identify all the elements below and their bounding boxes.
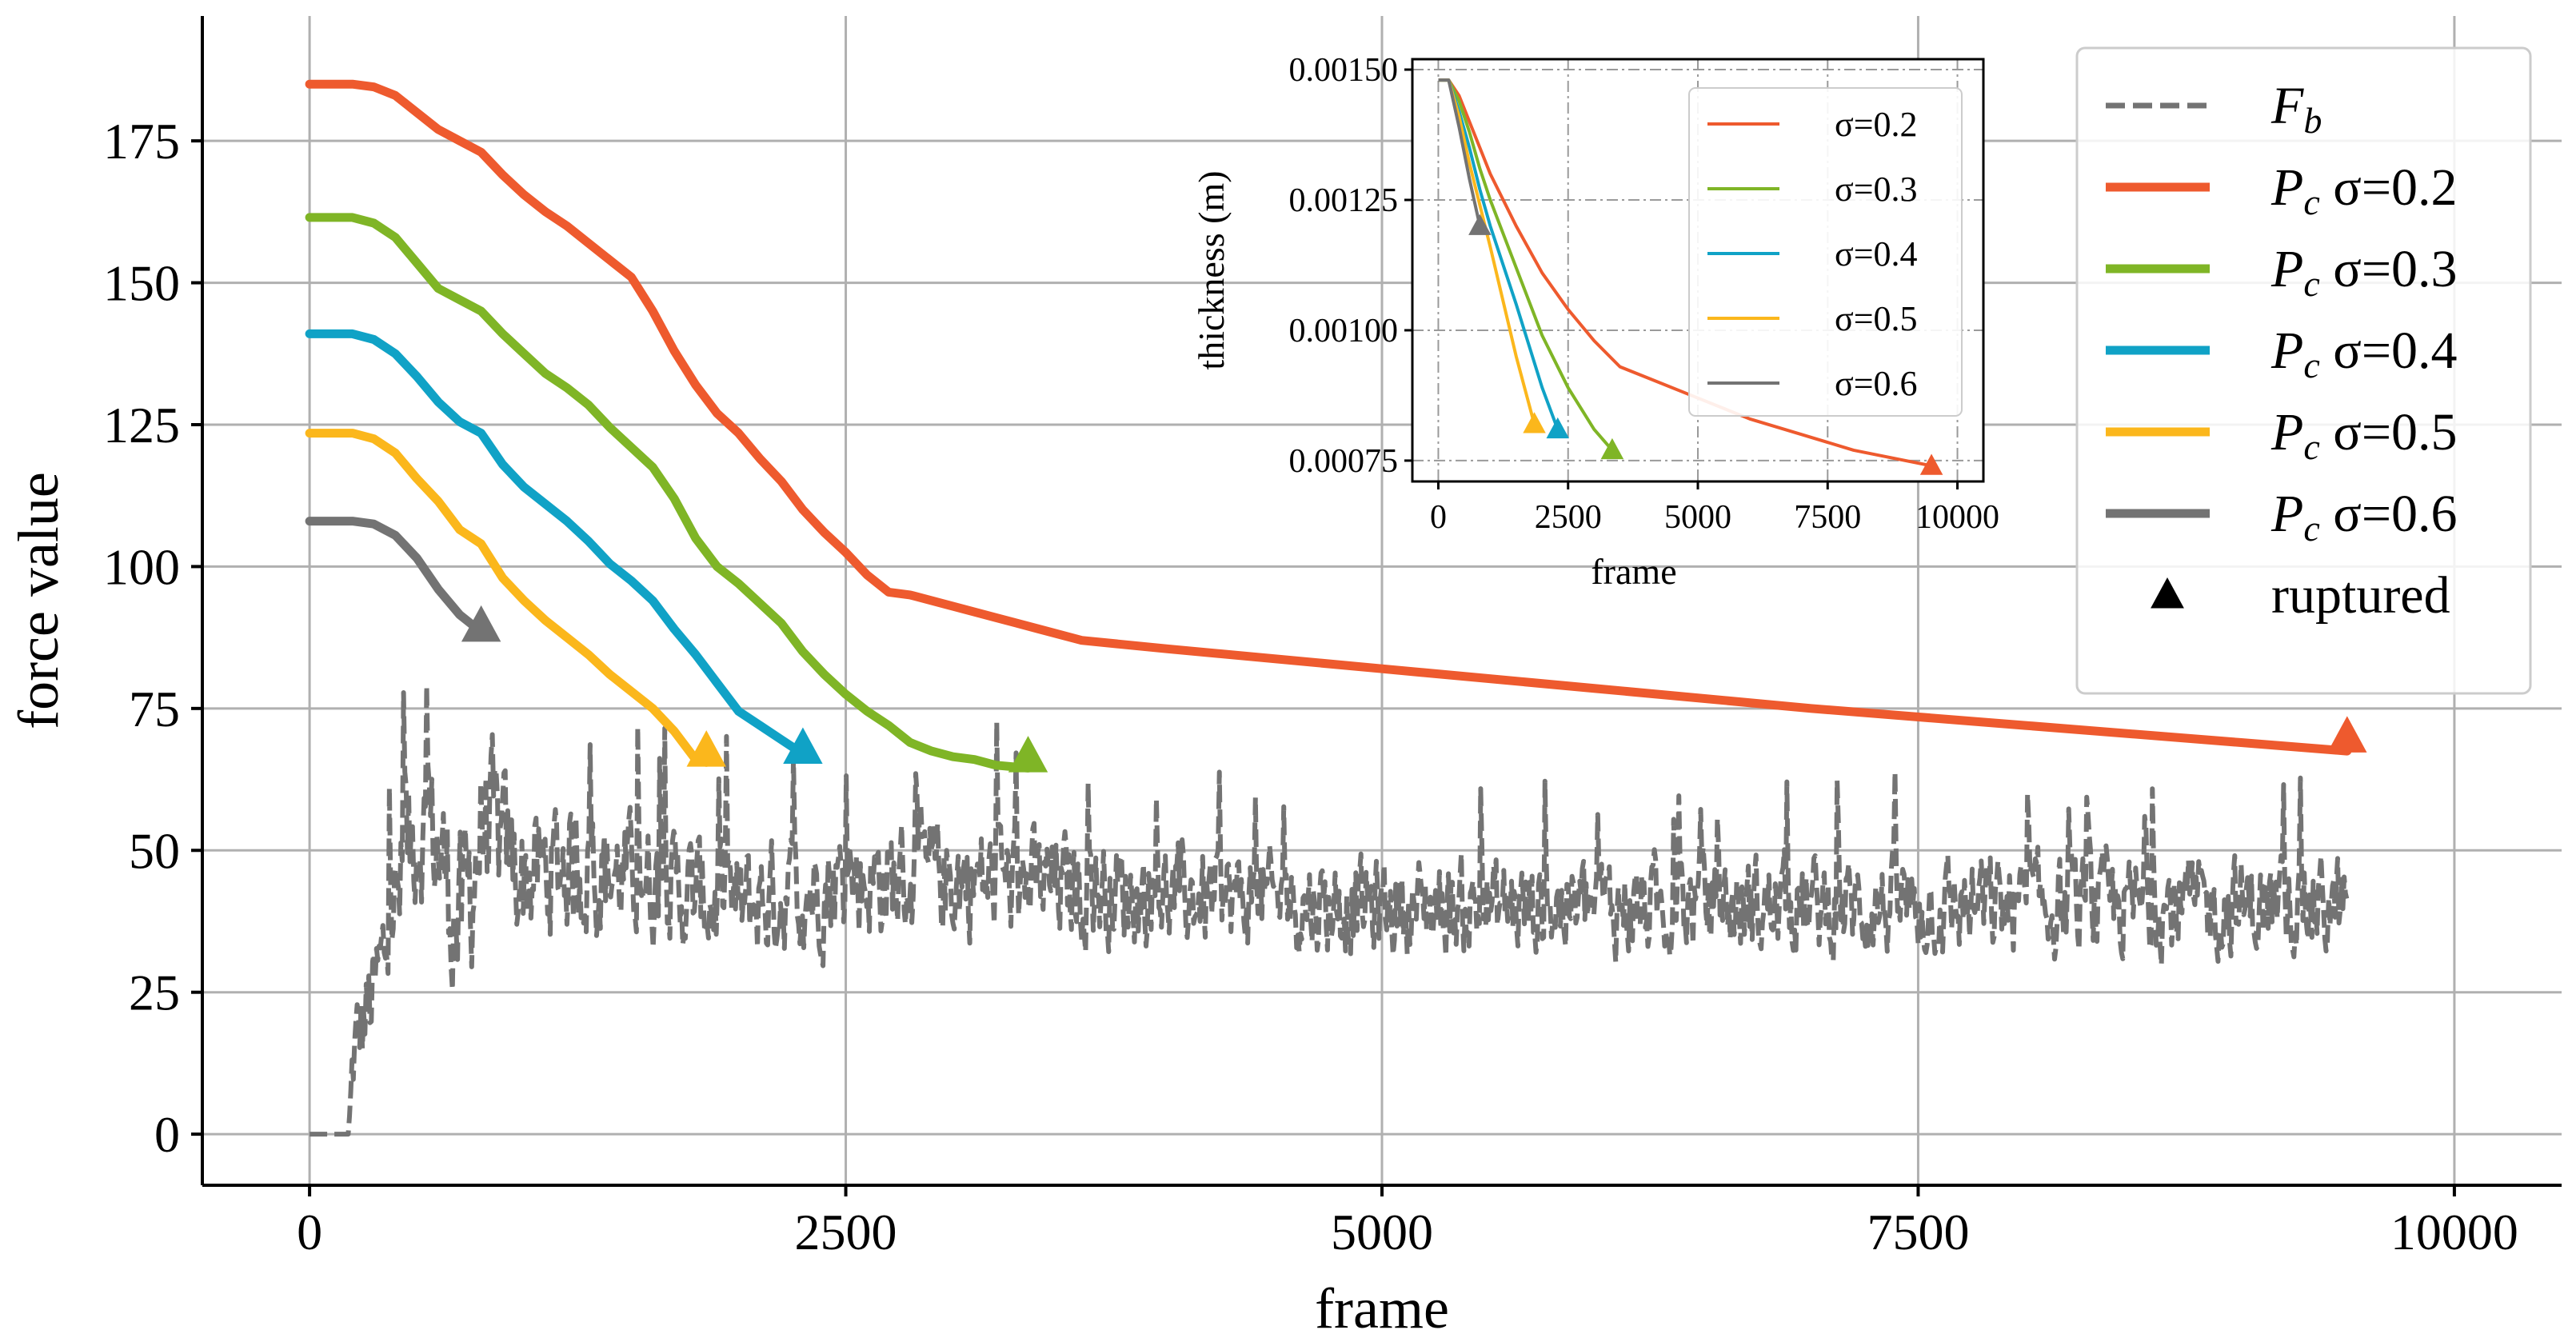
inset-legend-label-0: σ=0.2 <box>1835 105 1918 144</box>
inset-rupture-marker-4 <box>1468 214 1492 235</box>
main-series-0 <box>305 79 2352 756</box>
main-legend-label-2: Pc σ=0.3 <box>2270 240 2458 304</box>
main-legend-frame <box>2075 46 2532 695</box>
main-rupture-marker-1 <box>1008 736 1048 773</box>
main-series-fb <box>308 683 2350 1137</box>
inset-y-tick-label-0: 0.00075 <box>1289 443 1399 480</box>
inset-x-tick-label-0: 0 <box>1430 499 1447 536</box>
inset-x-axis-title: frame <box>1591 551 1676 592</box>
main-plot-area <box>305 79 2352 1137</box>
inset-rupture-marker-0 <box>1919 453 1943 475</box>
inset-legend-label-2: σ=0.4 <box>1835 234 1918 274</box>
main-legend-label-3: Pc σ=0.4 <box>2270 322 2458 385</box>
main-rupture-marker-0 <box>2327 716 2367 753</box>
main-legend-label-1: Pc σ=0.2 <box>2270 158 2458 222</box>
inset-series-4 <box>1438 78 1482 227</box>
inset-legend-label-4: σ=0.6 <box>1835 364 1918 403</box>
main-y-tick-label-6: 150 <box>103 255 180 312</box>
inset-legend-frame <box>1688 87 1963 417</box>
inset-x-tick-label-4: 10000 <box>1915 499 1999 536</box>
main-y-tick-label-3: 75 <box>129 681 180 737</box>
main-y-tick-label-5: 125 <box>103 397 180 453</box>
inset-x-tick-label-1: 2500 <box>1535 499 1602 536</box>
inset-rupture-marker-3 <box>1523 412 1546 433</box>
main-x-tick-label-1: 2500 <box>795 1204 897 1260</box>
main-x-tick-label-3: 7500 <box>1867 1204 1969 1260</box>
inset-series-1 <box>1438 78 1614 452</box>
inset-plot-area <box>1438 78 1932 468</box>
main-legend-label-0: Fb <box>2270 77 2322 141</box>
inset-rupture-marker-2 <box>1546 417 1569 439</box>
main-legend-marker-6 <box>2151 577 2184 609</box>
main-x-axis-title: frame <box>1315 1276 1449 1338</box>
main-y-tick-label-7: 175 <box>103 113 180 170</box>
main-x-tick-label-2: 5000 <box>1331 1204 1433 1260</box>
main-legend-label-4: Pc σ=0.5 <box>2270 403 2458 467</box>
inset-x-tick-label-3: 7500 <box>1794 499 1861 536</box>
inset-chart: 0 2500 5000 7500 10000 0.00075 0.00100 0.00125 0… <box>1191 52 1999 592</box>
main-series-3 <box>305 429 711 767</box>
main-y-tick-label-1: 25 <box>129 965 180 1021</box>
main-y-tick-label-0: 0 <box>154 1106 180 1163</box>
inset-y-axis-title: thickness (m) <box>1191 170 1232 369</box>
main-rupture-marker-4 <box>461 605 501 642</box>
main-series-2 <box>305 329 808 759</box>
inset-series-0 <box>1438 78 1932 468</box>
main-y-tick-label-2: 50 <box>129 822 180 879</box>
inset-rupture-marker-1 <box>1600 437 1624 460</box>
main-x-tick-label-0: 0 <box>297 1204 322 1260</box>
main-x-tick-label-4: 10000 <box>2390 1204 2518 1260</box>
main-legend: Fb Pc σ=0.2 Pc σ=0.3 Pc σ=0.4 Pc σ=0.5 Pc σ=0… <box>2075 46 2532 695</box>
main-legend-label-6: ruptured <box>2271 566 2450 625</box>
main-rupture-marker-2 <box>783 727 823 765</box>
inset-legend-label-3: σ=0.5 <box>1835 299 1918 338</box>
main-rupture-marker-3 <box>686 730 726 767</box>
main-legend-label-5: Pc σ=0.6 <box>2270 485 2458 549</box>
main-series-4 <box>305 517 486 637</box>
inset-legend-label-1: σ=0.3 <box>1835 170 1918 209</box>
inset-y-tick-label-3: 0.00150 <box>1289 52 1399 89</box>
inset-y-tick-label-1: 0.00100 <box>1289 313 1399 349</box>
main-chart: 0 2500 5000 7500 10000 0 25 50 75 100 125 150 175 fra… <box>6 16 2562 1338</box>
main-y-axis-title: force value <box>6 472 70 729</box>
main-series-1 <box>305 213 1032 773</box>
inset-y-tick-label-2: 0.00125 <box>1289 182 1399 219</box>
inset-x-tick-label-2: 5000 <box>1664 499 1731 536</box>
main-y-tick-label-4: 100 <box>103 538 180 595</box>
